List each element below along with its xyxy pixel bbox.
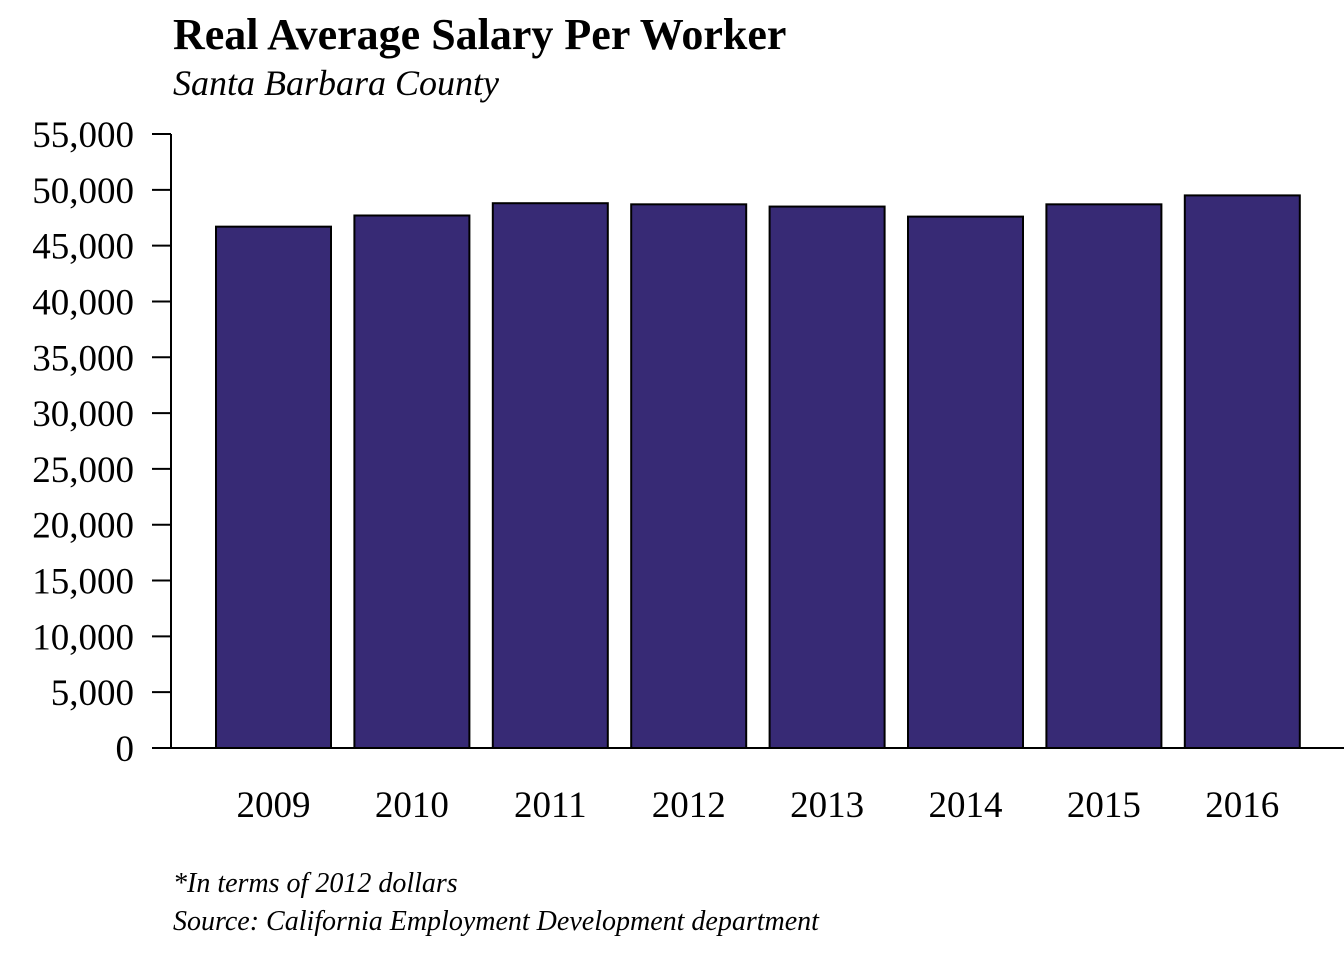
bar-2016 [1183,194,1301,749]
bar-2013 [768,205,886,749]
bars [215,194,1301,750]
y-tick-label: 30,000 [32,394,134,435]
y-tick-label: 55,000 [32,115,134,156]
y-tick-label: 20,000 [32,506,134,547]
y-tick-label: 15,000 [32,562,134,603]
x-tick-label: 2011 [514,785,587,826]
y-tick-label: 35,000 [32,338,134,379]
footnote-dollars: *In terms of 2012 dollars [173,868,458,899]
y-tick-label: 50,000 [32,171,134,212]
y-tick-label: 0 [116,729,135,770]
footnote-source: Source: California Employment Developmen… [173,906,819,937]
x-tick-label: 2013 [790,785,864,826]
y-axis-ticks: 0 5,000 10,000 15,000 20,000 25,000 30,000 35,0… [32,115,171,770]
bar-2009 [215,225,332,749]
x-tick-label: 2010 [375,785,449,826]
x-tick-label: 2016 [1205,785,1279,826]
chart-subtitle: Santa Barbara County [173,63,500,103]
bar-2012 [630,203,748,749]
y-tick-label: 5,000 [51,673,134,714]
bar-2014 [907,215,1024,750]
y-tick-label: 45,000 [32,227,134,268]
y-tick-label: 25,000 [32,450,134,491]
y-tick-label: 10,000 [32,617,134,658]
bar-2011 [491,202,609,749]
x-tick-label: 2015 [1067,785,1141,826]
x-tick-label: 2009 [237,785,311,826]
x-tick-label: 2012 [652,785,726,826]
bar-2010 [353,214,471,749]
y-tick-label: 40,000 [32,282,134,323]
bar-2015 [1045,203,1163,749]
x-axis-labels: 2009 2010 2011 2012 2013 2014 2015 2016 [237,785,1280,826]
chart-title: Real Average Salary Per Worker [173,10,787,59]
x-tick-label: 2014 [929,785,1003,826]
